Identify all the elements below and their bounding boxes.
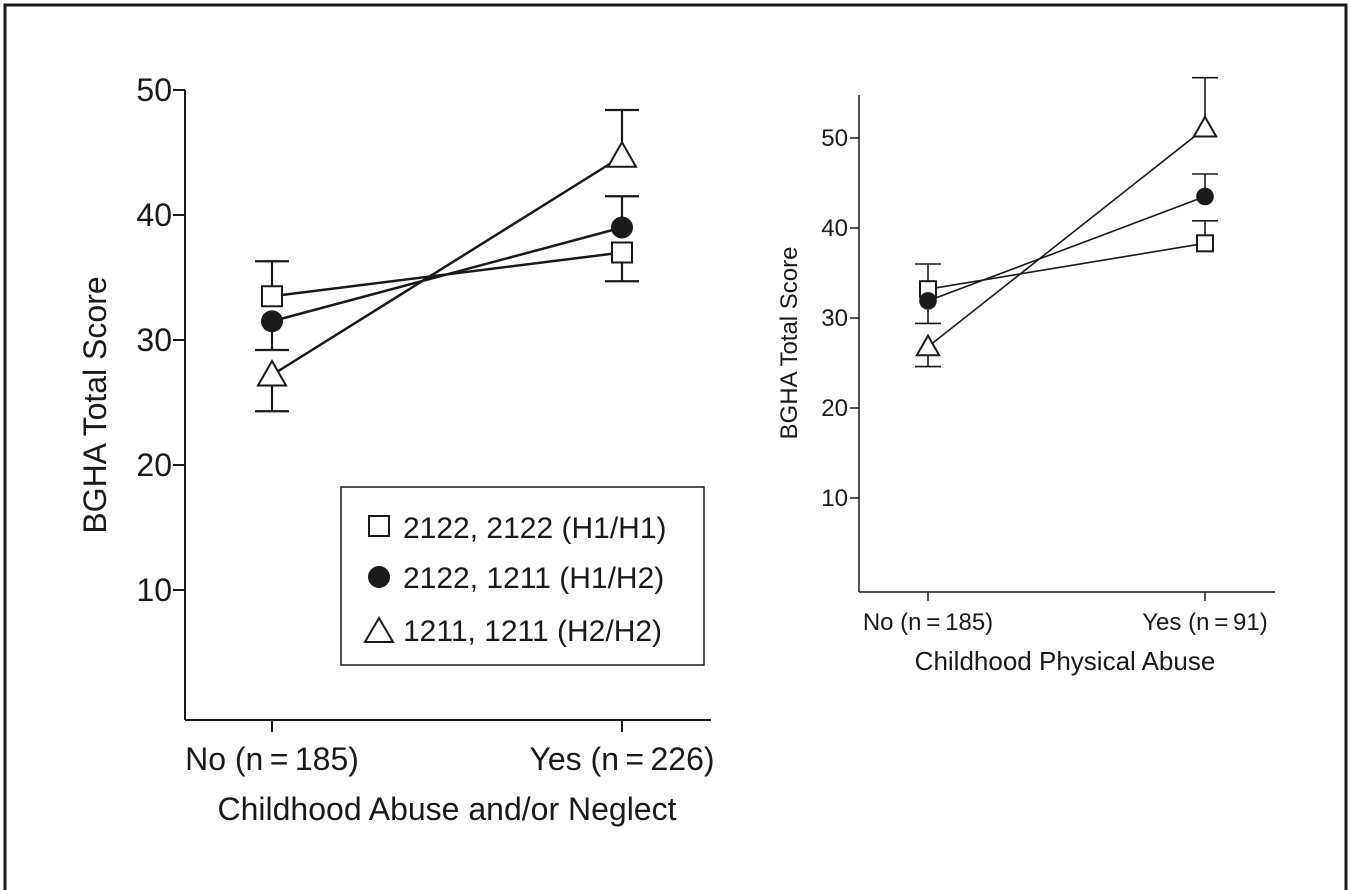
right-x-axis: No (n = 185) Yes (n = 91) [859, 591, 1275, 636]
legend-square-marker [368, 515, 390, 537]
right-series-line [927, 242, 1206, 290]
left-x-axis: No (n = 185) Yes (n = 226) [185, 719, 715, 777]
left-x-tick-label: No (n = 185) [185, 741, 359, 777]
left-chart: 10 20 30 40 50 No (n = 185) Yes (n = 226) BGH… [77, 72, 715, 827]
left-x-ticks: No (n = 185) Yes (n = 226) [185, 720, 715, 777]
left-x-tick-label: Yes (n = 226) [529, 741, 714, 777]
left-circle-marker [611, 216, 633, 239]
left-series-layer [255, 108, 639, 413]
right-y-axis: 10 20 30 40 50 [821, 95, 860, 592]
right-x-axis-label: Childhood Physical Abuse [915, 646, 1216, 676]
right-circle-marker [1196, 187, 1214, 206]
legend-triangle-marker [363, 616, 395, 643]
left-triangle-marker [606, 140, 638, 168]
right-y-tick-label: 10 [821, 485, 848, 512]
left-y-tick-label: 10 [136, 572, 172, 608]
right-series-layer [915, 76, 1218, 368]
right-x-tick-label: Yes (n = 91) [1142, 609, 1267, 636]
left-square-marker [611, 241, 633, 264]
legend-label-h2h2: 1211, 1211 (H2/H2) [403, 615, 662, 648]
right-circle-marker [919, 292, 937, 310]
right-triangle-marker [1192, 114, 1218, 138]
legend-box [340, 486, 705, 666]
right-y-ticks: 10 20 30 40 50 [821, 125, 859, 512]
right-chart: 10 20 30 40 50 No (n = 185) Yes (n = 91) BGHA… [776, 76, 1275, 676]
right-series-line [927, 127, 1206, 348]
left-y-tick-label: 30 [136, 322, 172, 358]
left-y-axis-label: BGHA Total Score [77, 276, 113, 533]
right-x-ticks: No (n = 185) Yes (n = 91) [863, 592, 1268, 636]
left-legend: 2122, 2122 (H1/H1) 2122, 1211 (H1/H2) 12… [340, 486, 705, 666]
left-circle-marker [261, 310, 283, 333]
legend-circle-marker [368, 566, 390, 588]
right-markers [915, 114, 1218, 357]
right-y-tick-label: 40 [821, 215, 848, 242]
right-series-line [927, 195, 1206, 302]
right-square-marker [1196, 234, 1214, 253]
left-square-marker [261, 285, 283, 308]
right-triangle-marker [915, 333, 941, 357]
left-y-ticks: 10 20 30 40 50 [136, 72, 185, 608]
right-x-tick-label: No (n = 185) [863, 609, 993, 636]
left-y-axis: 10 20 30 40 50 [136, 72, 186, 720]
figure-border [3, 3, 1348, 890]
right-y-tick-label: 50 [821, 125, 848, 152]
left-y-tick-label: 40 [136, 197, 172, 233]
left-y-tick-label: 50 [136, 72, 172, 108]
right-y-axis-label: BGHA Total Score [776, 247, 803, 440]
legend-label-h1h1: 2122, 2122 (H1/H1) [403, 512, 667, 545]
right-y-tick-label: 30 [821, 305, 848, 332]
left-triangle-marker [256, 358, 288, 387]
left-x-axis-label: Childhood Abuse and/or Neglect [218, 791, 677, 827]
left-series-lines [271, 155, 623, 377]
right-series-lines [927, 127, 1206, 348]
left-series-line [271, 226, 623, 323]
legend-label-h1h2: 2122, 1211 (H1/H2) [403, 562, 664, 595]
left-y-tick-label: 20 [136, 447, 172, 483]
right-y-tick-label: 20 [821, 395, 848, 422]
left-markers [256, 140, 638, 387]
left-error-bars [255, 108, 639, 413]
left-series-line [271, 155, 623, 377]
